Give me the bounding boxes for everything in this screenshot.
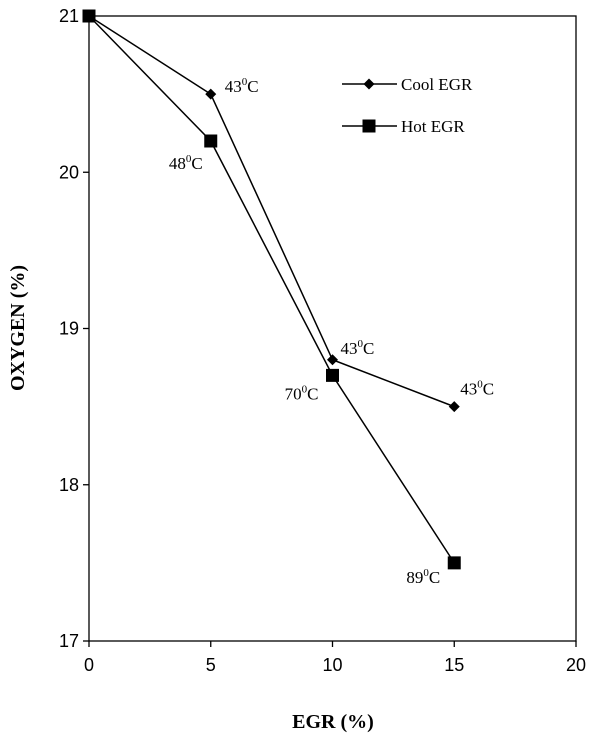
x-tick-label: 5 [206, 655, 216, 675]
y-tick-label: 17 [59, 631, 79, 651]
temperature-label: 700C [285, 383, 319, 403]
y-tick-label: 19 [59, 319, 79, 339]
temperature-degree-sup: 0 [242, 76, 248, 88]
temperature-label: 890C [406, 567, 440, 587]
temperature-value: 43 [460, 380, 477, 399]
temperature-value: 70 [285, 384, 302, 403]
y-tick-label: 18 [59, 475, 79, 495]
temperature-label: 430C [460, 379, 494, 399]
legend-marker-hot-egr [362, 119, 376, 133]
y-tick-label: 20 [59, 162, 79, 182]
temperature-value: 43 [341, 339, 358, 358]
legend-label-cool-egr: Cool EGR [401, 75, 473, 94]
point-hot-egr [447, 556, 461, 570]
temperature-degree-sup: 0 [358, 338, 364, 350]
temperature-degree-sup: 0 [477, 379, 483, 391]
temperature-unit: C [483, 380, 494, 399]
temperature-degree-sup: 0 [302, 383, 308, 395]
temperature-unit: C [191, 154, 202, 173]
plot-area [88, 15, 577, 642]
temperature-label: 430C [225, 76, 259, 96]
x-tick-label: 20 [566, 655, 586, 675]
x-axis-title: EGR (%) [292, 711, 374, 733]
series-line-cool-egr [88, 15, 455, 408]
temperature-value: 43 [225, 77, 242, 96]
temperature-unit: C [307, 384, 318, 403]
y-axis-title: OXYGEN (%) [7, 265, 29, 391]
point-hot-egr [326, 368, 339, 382]
point-cool-egr [448, 401, 460, 413]
series-lines [88, 15, 455, 564]
point-cool-egr [205, 88, 217, 100]
temperature-label: 430C [341, 338, 375, 358]
point-hot-egr [82, 9, 96, 23]
temperature-label: 480C [169, 153, 203, 173]
temperature-degree-sup: 0 [423, 567, 429, 579]
x-tick-label: 10 [322, 655, 342, 675]
temperature-unit: C [247, 77, 258, 96]
x-tick-label: 0 [84, 655, 94, 675]
series-line-hot-egr [88, 15, 455, 564]
y-tick-label: 21 [59, 6, 79, 26]
temperature-unit: C [363, 339, 374, 358]
data-markers [82, 9, 461, 570]
point-hot-egr [204, 134, 218, 148]
point-cool-egr [327, 354, 338, 366]
temperature-value: 48 [169, 154, 186, 173]
legend-marker-cool-egr [363, 78, 375, 90]
temperature-value: 89 [406, 568, 423, 587]
temperature-degree-sup: 0 [186, 153, 192, 165]
legend: Cool EGR Hot EGR [342, 75, 473, 136]
y-axis-ticks: 17 18 19 20 21 [59, 6, 89, 651]
x-axis-ticks: 0 5 10 15 20 [84, 641, 586, 675]
x-tick-label: 15 [444, 655, 464, 675]
legend-label-hot-egr: Hot EGR [401, 117, 465, 136]
temperature-unit: C [429, 568, 440, 587]
